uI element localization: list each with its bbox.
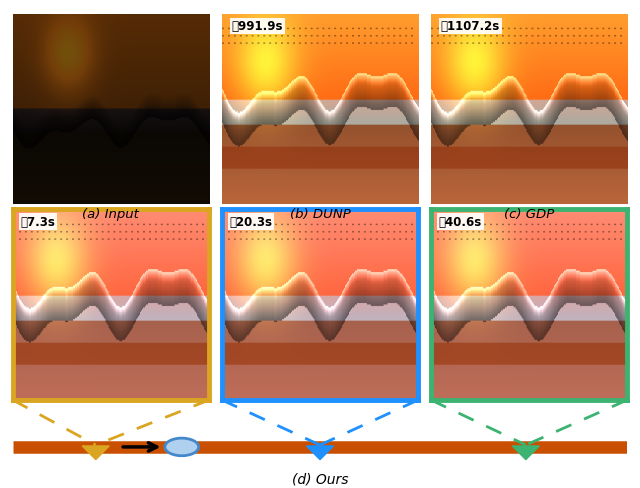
Text: ⏱40.6s: ⏱40.6s — [439, 216, 482, 228]
Polygon shape — [82, 446, 109, 460]
Polygon shape — [307, 446, 333, 460]
Text: ⏱20.3s: ⏱20.3s — [230, 216, 273, 228]
Text: ⏱1107.2s: ⏱1107.2s — [441, 20, 500, 33]
Text: ⏱991.9s: ⏱991.9s — [232, 20, 283, 33]
Text: (a) Input: (a) Input — [83, 207, 140, 221]
Text: (d) Ours: (d) Ours — [292, 471, 348, 486]
Text: (b) DUNP: (b) DUNP — [290, 207, 350, 221]
Polygon shape — [512, 446, 540, 460]
Ellipse shape — [165, 438, 198, 456]
Text: (c) GDP: (c) GDP — [504, 207, 554, 221]
Text: ⏱7.3s: ⏱7.3s — [20, 216, 56, 228]
